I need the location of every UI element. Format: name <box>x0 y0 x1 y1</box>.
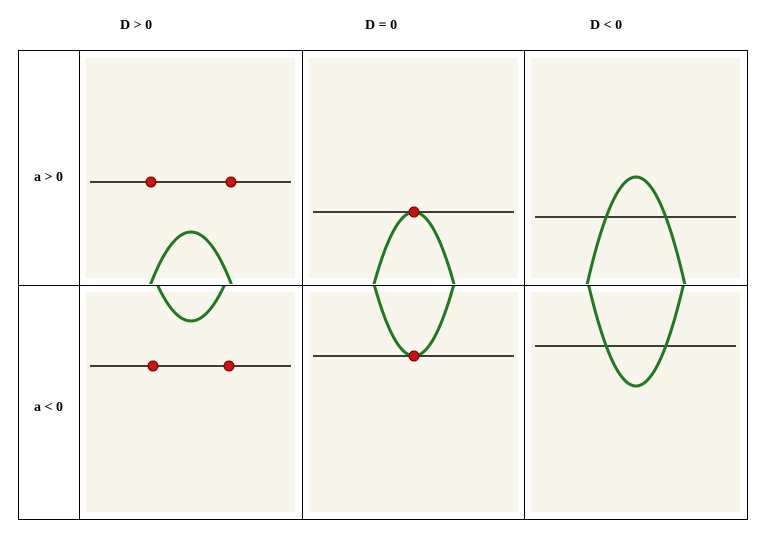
root-point <box>224 361 234 371</box>
col-header-d-zero: D = 0 <box>365 18 397 34</box>
diagram-grid <box>18 50 748 520</box>
cell-a-neg-d-zero <box>303 286 524 518</box>
cell-bg <box>531 292 740 512</box>
root-point <box>148 361 158 371</box>
cell-a-neg-d-pos <box>80 286 301 518</box>
col-header-d-negative: D < 0 <box>590 18 622 34</box>
cell-bg <box>86 58 295 278</box>
root-point <box>226 177 236 187</box>
root-point <box>146 177 156 187</box>
col-header-d-positive: D > 0 <box>120 18 152 34</box>
cell-bg <box>309 292 518 512</box>
cell-a-pos-d-neg <box>525 52 746 284</box>
cell-bg <box>531 58 740 278</box>
root-point <box>409 207 419 217</box>
cell-bg <box>309 58 518 278</box>
cell-a-neg-d-neg <box>525 286 746 518</box>
root-point <box>409 351 419 361</box>
cell-a-pos-d-pos <box>80 52 301 284</box>
cell-a-pos-d-zero <box>303 52 524 284</box>
cell-bg <box>86 292 295 512</box>
